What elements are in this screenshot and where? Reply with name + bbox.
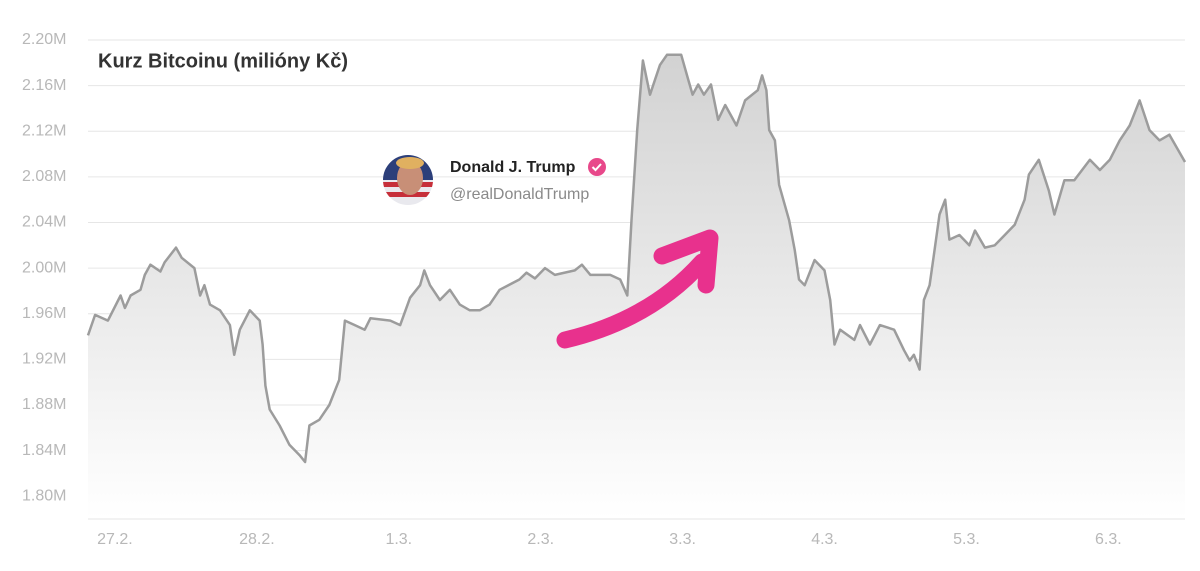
- y-tick-label: 2.20M: [22, 31, 66, 48]
- x-tick-label: 28.2.: [239, 531, 275, 548]
- x-tick-label: 27.2.: [97, 531, 133, 548]
- tweet-card: Donald J. Trump @realDonaldTrump: [383, 155, 606, 205]
- x-tick-label: 4.3.: [811, 531, 838, 548]
- area: [88, 54, 1185, 520]
- x-tick-label: 6.3.: [1095, 531, 1122, 548]
- arrow: [556, 229, 719, 349]
- y-tick-label: 1.80M: [22, 487, 66, 504]
- verified-badge: [588, 158, 606, 176]
- chart-title: Kurz Bitcoinu (milióny Kč): [98, 50, 348, 72]
- y-tick-label: 1.96M: [22, 305, 66, 322]
- x-tick-label: 5.3.: [953, 531, 980, 548]
- y-tick-label: 2.04M: [22, 214, 66, 231]
- tweet-handle: @realDonaldTrump: [450, 186, 589, 203]
- y-tick-label: 1.92M: [22, 351, 66, 368]
- x-tick-label: 1.3.: [385, 531, 412, 548]
- price-line: [86, 53, 1187, 464]
- y-tick-label: 1.88M: [22, 396, 66, 413]
- y-tick-label: 1.84M: [22, 442, 66, 459]
- avatar: [383, 155, 433, 205]
- tweet-name: Donald J. Trump: [450, 159, 576, 176]
- y-tick-label: 2.16M: [22, 77, 66, 94]
- y-tick-label: 2.08M: [22, 168, 66, 185]
- y-tick-label: 2.00M: [22, 259, 66, 276]
- y-tick-label: 2.12M: [22, 122, 66, 139]
- x-tick-label: 2.3.: [527, 531, 554, 548]
- x-tick-label: 3.3.: [669, 531, 696, 548]
